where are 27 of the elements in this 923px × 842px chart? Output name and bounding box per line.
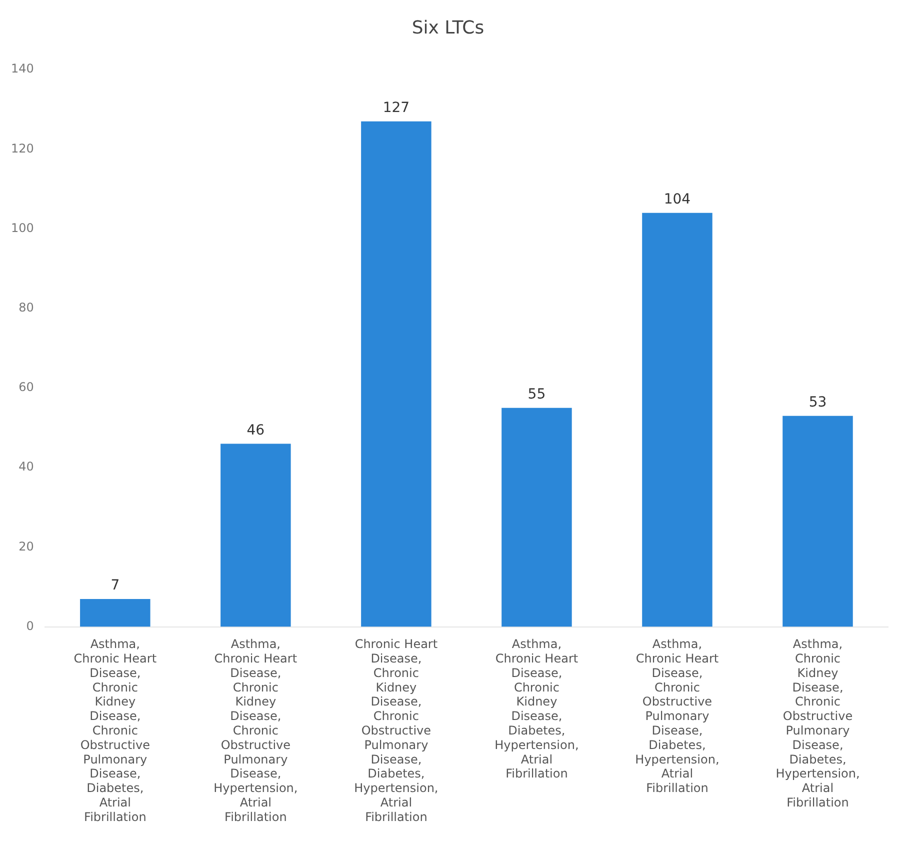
data-label: 104 <box>664 192 691 208</box>
data-label: 53 <box>808 394 827 410</box>
category-label: Asthma, Chronic Heart Disease, Chronic Kidney Disease, Chronic Obstructive Pulmonary Disease, Hypertension, Atrial Fibrillation <box>214 637 298 824</box>
chart-title: Six LTCs <box>412 17 484 38</box>
category-label: Chronic Heart Disease, Chronic Kidney Disease, Chronic Obstructive Pulmonary Disease, Diabetes, Hypertension, Atrial Fibrillation <box>354 637 438 824</box>
data-label: 127 <box>382 100 410 116</box>
bar <box>502 408 572 627</box>
y-tick-label: 140 <box>11 62 34 76</box>
data-label: 7 <box>110 578 120 594</box>
y-tick-label: 120 <box>11 141 34 156</box>
category-label: Asthma, Chronic Heart Disease, Chronic Obstructive Pulmonary Disease, Diabetes, Hypertension, Atrial Fibrillation <box>635 637 720 796</box>
category-label: Asthma, Chronic Heart Disease, Chronic Kidney Disease, Diabetes, Hypertension, Atrial Fibrillation <box>494 637 579 781</box>
bar <box>642 212 712 627</box>
bar <box>361 121 432 627</box>
bar <box>782 416 853 627</box>
data-label: 46 <box>246 422 265 438</box>
y-tick-label: 80 <box>18 300 34 315</box>
data-label: 55 <box>528 386 546 403</box>
bar <box>220 444 291 627</box>
category-label: Asthma, Chronic Heart Disease, Chronic Kidney Disease, Chronic Obstructive Pulmonary Disease, Diabetes, Atrial Fibrillation <box>74 637 157 824</box>
bar <box>80 598 150 627</box>
y-tick-label: 0 <box>26 618 34 633</box>
y-tick-label: 20 <box>18 539 34 554</box>
y-tick-label: 100 <box>11 220 34 235</box>
y-tick-label: 40 <box>18 460 34 474</box>
y-tick-label: 60 <box>18 380 34 394</box>
category-label: Asthma, Chronic Kidney Disease, Chronic Obstructive Pulmonary Disease, Diabetes, Hypertension, Atrial Fibrillation <box>776 637 860 810</box>
